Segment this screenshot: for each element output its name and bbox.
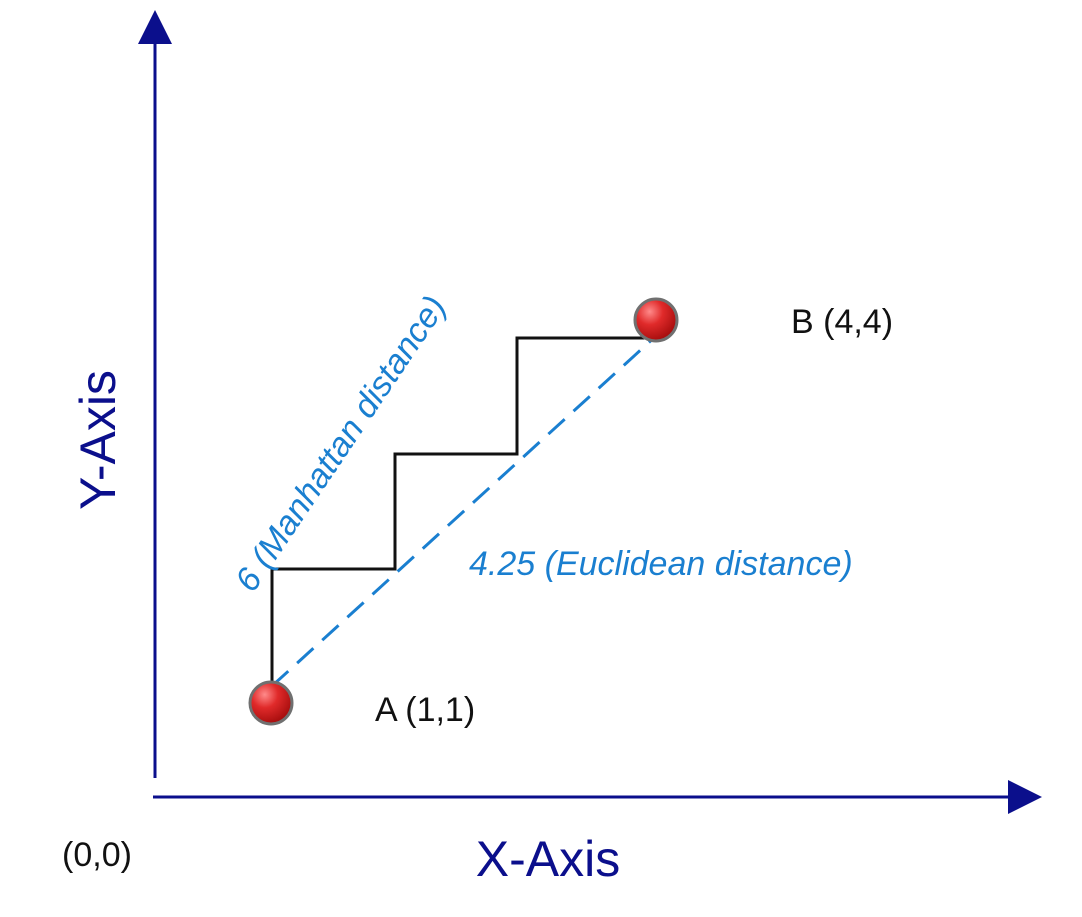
x-axis-label: X-Axis: [476, 831, 620, 887]
point-a-marker: [248, 680, 294, 726]
manhattan-distance-path: [270, 336, 656, 686]
euclidean-distance-line: [270, 334, 658, 688]
point-b-label: B (4,4): [791, 303, 893, 341]
y-axis-arrowhead: [138, 10, 172, 44]
x-axis-arrowhead: [1008, 780, 1042, 814]
point-b-marker: [633, 297, 679, 343]
origin-label: (0,0): [62, 836, 132, 874]
point-a-label: A (1,1): [375, 691, 475, 729]
y-axis-label: Y-Axis: [70, 370, 126, 510]
manhattan-distance-label: 6 (Manhattan distance): [228, 289, 454, 599]
euclidean-distance-label: 4.25 (Euclidean distance): [469, 545, 853, 583]
